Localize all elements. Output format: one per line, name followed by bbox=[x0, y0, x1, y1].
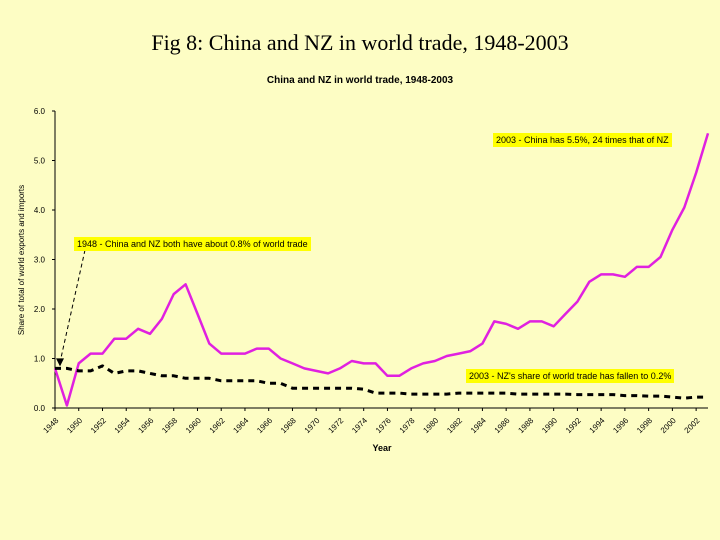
x-tick-label: 1948 bbox=[41, 416, 60, 435]
x-tick-label: 1964 bbox=[231, 416, 250, 435]
x-tick-label: 1956 bbox=[136, 416, 155, 435]
x-tick-label: 1984 bbox=[469, 416, 488, 435]
x-tick-label: 1976 bbox=[374, 416, 393, 435]
y-tick-label: 1.0 bbox=[34, 355, 46, 364]
y-tick-label: 5.0 bbox=[34, 157, 46, 166]
x-tick-label: 1970 bbox=[303, 416, 322, 435]
x-tick-label: 1960 bbox=[184, 416, 203, 435]
x-tick-label: 2002 bbox=[683, 416, 702, 435]
x-tick-labels: 1948 1950 1952 1954 1956 1958 1960 1962 1964 1966… bbox=[41, 408, 702, 435]
x-tick-label: 1962 bbox=[208, 416, 227, 435]
annotation-arrow-1948 bbox=[59, 249, 86, 363]
y-tick-label: 6.0 bbox=[34, 107, 46, 116]
x-tick-label: 1950 bbox=[65, 416, 84, 435]
x-tick-label: 1966 bbox=[255, 416, 274, 435]
annotation-1948: 1948 - China and NZ both have about 0.8%… bbox=[74, 237, 311, 251]
x-tick-label: 1990 bbox=[540, 416, 559, 435]
x-tick-label: 1982 bbox=[445, 416, 464, 435]
y-tick-label: 4.0 bbox=[34, 206, 46, 215]
series-layer bbox=[53, 132, 710, 407]
x-tick-label: 1958 bbox=[160, 416, 179, 435]
y-tick-labels: 0.0 1.0 2.0 3.0 4.0 5.0 6.0 bbox=[34, 107, 55, 413]
annotation-china-2003: 2003 - China has 5.5%, 24 times that of … bbox=[493, 133, 672, 147]
annotation-arrowhead-1948 bbox=[56, 358, 64, 367]
axes bbox=[54, 111, 708, 409]
slide-title: Fig 8: China and NZ in world trade, 1948… bbox=[151, 30, 569, 55]
y-axis-label: Share of total of world exports and impo… bbox=[17, 185, 26, 335]
x-tick-label: 1994 bbox=[588, 416, 607, 435]
x-tick-label: 1974 bbox=[350, 416, 369, 435]
series-line-china bbox=[53, 132, 710, 407]
x-tick-label: 2000 bbox=[659, 416, 678, 435]
x-tick-label: 1998 bbox=[635, 416, 654, 435]
annotation-arrows bbox=[56, 249, 86, 367]
x-tick-label: 1968 bbox=[279, 416, 298, 435]
x-tick-label: 1972 bbox=[326, 416, 345, 435]
y-tick-label: 2.0 bbox=[34, 305, 46, 314]
series-line-nz bbox=[55, 364, 708, 400]
chart-title: China and NZ in world trade, 1948-2003 bbox=[267, 75, 454, 86]
x-tick-label: 1988 bbox=[516, 416, 535, 435]
x-tick-label: 1954 bbox=[113, 416, 132, 435]
x-tick-label: 1992 bbox=[564, 416, 583, 435]
y-tick-label: 3.0 bbox=[34, 256, 46, 265]
y-tick-label: 0.0 bbox=[34, 404, 46, 413]
x-tick-label: 1952 bbox=[89, 416, 108, 435]
x-tick-label: 1980 bbox=[421, 416, 440, 435]
x-axis-label: Year bbox=[372, 443, 392, 453]
annotation-nz-2003: 2003 - NZ's share of world trade has fal… bbox=[466, 369, 675, 383]
x-tick-label: 1986 bbox=[493, 416, 512, 435]
x-tick-label: 1996 bbox=[611, 416, 630, 435]
x-tick-label: 1978 bbox=[398, 416, 417, 435]
